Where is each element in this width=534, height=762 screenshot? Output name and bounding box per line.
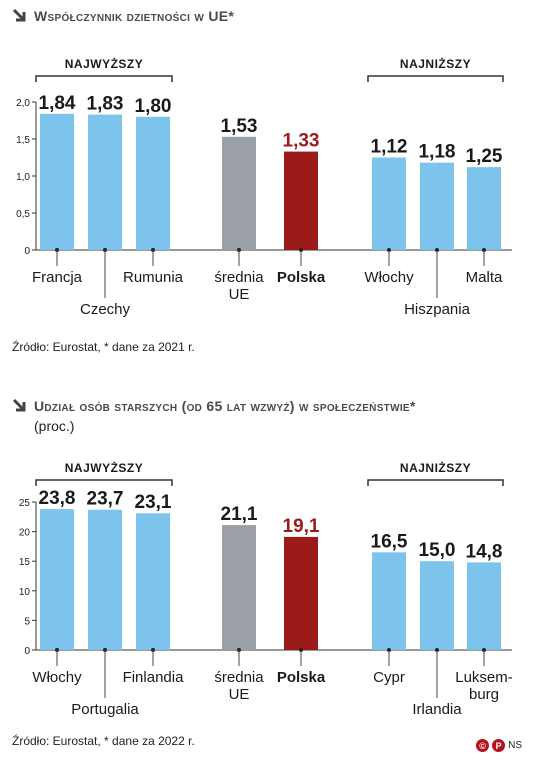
data-label: 1,53	[221, 116, 258, 137]
category-label: średnia	[214, 669, 264, 686]
bar	[420, 162, 454, 250]
data-label: 19,1	[283, 516, 320, 537]
category-label: Czechy	[80, 301, 131, 318]
data-label: 23,1	[135, 492, 172, 513]
category-label: Hiszpania	[404, 301, 471, 318]
y-tick-label: 15	[19, 557, 31, 568]
group-label-lowest: NAJNIŻSZY	[400, 56, 471, 71]
data-label: 1,25	[466, 146, 503, 167]
chart-source: Źródło: Eurostat, * dane za 2021 r.	[12, 340, 195, 354]
category-label: Polska	[277, 269, 326, 286]
chart-title: Współczynnik dzietności w UE*	[34, 8, 235, 24]
group-label-lowest: NAJNIŻSZY	[400, 460, 471, 475]
category-label: Malta	[466, 269, 503, 286]
bar	[284, 151, 318, 250]
bar	[88, 509, 122, 650]
category-label: Irlandia	[412, 701, 462, 718]
y-tick-label: 0,5	[16, 209, 30, 220]
data-label: 15,0	[419, 540, 456, 561]
bar	[88, 114, 122, 250]
copyright-icon: ©	[476, 739, 490, 752]
category-label: Włochy	[364, 269, 414, 286]
category-label: burg	[469, 686, 499, 703]
bar	[40, 113, 74, 250]
bar	[372, 157, 406, 250]
category-label: UE	[229, 286, 250, 303]
chart-title-row: Udział osób starszych (od 65 lat wzwyż) …	[12, 398, 416, 414]
bar	[136, 513, 170, 650]
y-tick-label: 0	[24, 246, 30, 257]
data-label: 23,7	[87, 489, 124, 510]
category-label: Cypr	[373, 669, 405, 686]
category-label: Francja	[32, 269, 83, 286]
y-tick-label: 5	[24, 616, 30, 627]
bar	[467, 562, 501, 650]
bar	[136, 116, 170, 250]
data-label: 1,33	[283, 131, 320, 152]
bar	[40, 509, 74, 650]
bar	[222, 525, 256, 650]
bar	[372, 552, 406, 650]
credit-text: NS	[508, 740, 522, 751]
category-label: średnia	[214, 269, 264, 286]
data-label: 21,1	[221, 504, 258, 525]
data-label: 1,83	[87, 94, 124, 115]
chart-panel-elderly: Udział osób starszych (od 65 lat wzwyż) …	[0, 390, 534, 760]
y-tick-label: 20	[19, 528, 31, 539]
category-label: Polska	[277, 669, 326, 686]
y-tick-label: 2,0	[16, 98, 30, 109]
chart-title: Udział osób starszych (od 65 lat wzwyż) …	[34, 398, 416, 414]
bar	[420, 561, 454, 650]
bar	[222, 136, 256, 250]
arrow-down-right-icon	[12, 8, 26, 22]
fertility-bar-chart: NAJWYŻSZY NAJNIŻSZY 0 0,5 1,0 1,5 2,0 1,84 Franc…	[16, 56, 512, 318]
group-bracket	[35, 479, 173, 486]
y-tick-label: 1,5	[16, 135, 30, 146]
category-label: Rumunia	[123, 269, 184, 286]
chart-subtitle: (proc.)	[34, 418, 75, 434]
chart-source: Źródło: Eurostat, * dane za 2022 r.	[12, 734, 195, 748]
publisher-icon: P	[492, 739, 506, 752]
chart-panel-fertility: Współczynnik dzietności w UE* NAJWYŻSZY N…	[0, 0, 534, 380]
group-bracket	[367, 479, 504, 486]
y-tick-label: 10	[19, 587, 31, 598]
data-label: 23,8	[39, 488, 76, 509]
category-label: Finlandia	[123, 669, 185, 686]
group-bracket	[35, 75, 173, 82]
chart-title-row: Współczynnik dzietności w UE*	[12, 8, 234, 24]
y-tick-label: 0	[24, 646, 30, 657]
elderly-share-bar-chart: NAJWYŻSZY NAJNIŻSZY 0 5 10 15 20 25 23,8 Włochy 23…	[19, 460, 513, 718]
group-label-highest: NAJWYŻSZY	[65, 56, 144, 71]
bar	[467, 167, 501, 250]
category-label: Włochy	[32, 669, 82, 686]
data-label: 1,18	[419, 142, 456, 163]
category-label: Luksem-	[455, 669, 513, 686]
data-label: 1,12	[371, 137, 408, 158]
category-label: UE	[229, 686, 250, 703]
arrow-down-right-icon	[12, 398, 26, 412]
y-tick-label: 1,0	[16, 172, 30, 183]
group-bracket	[367, 75, 504, 82]
group-label-highest: NAJWYŻSZY	[65, 460, 144, 475]
credit: © P NS	[476, 739, 522, 752]
category-label: Portugalia	[71, 701, 139, 718]
data-label: 1,80	[135, 96, 172, 117]
data-label: 1,84	[39, 93, 76, 114]
data-label: 16,5	[371, 531, 408, 552]
y-tick-label: 25	[19, 498, 31, 509]
bar	[284, 536, 318, 650]
data-label: 14,8	[466, 541, 503, 562]
